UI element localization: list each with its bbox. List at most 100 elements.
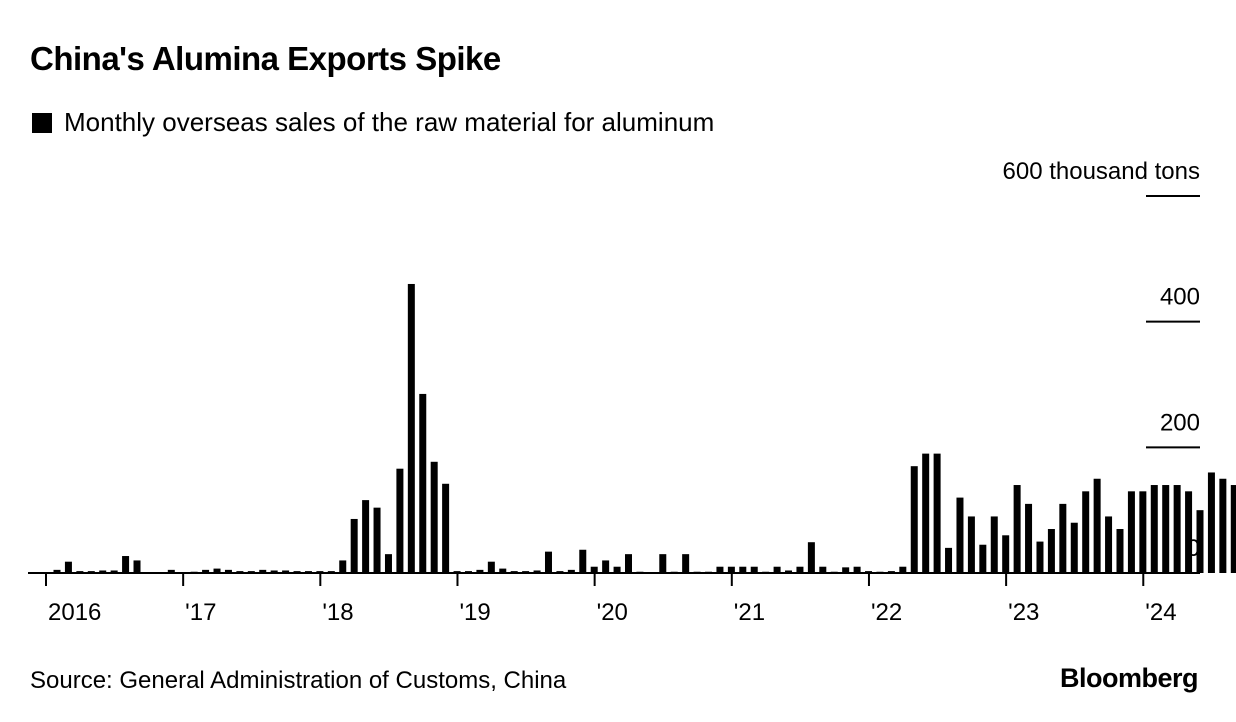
bar-2023-10 (1116, 529, 1124, 573)
legend: Monthly overseas sales of the raw materi… (32, 107, 714, 138)
bar-2017-03 (213, 568, 221, 573)
bar-2016-01 (53, 569, 61, 573)
bar-2020-02 (613, 566, 621, 573)
bar-2022-08 (956, 497, 964, 573)
bar-2022-10 (979, 544, 987, 573)
bar-2023-04 (1047, 529, 1055, 573)
bar-2019-03 (487, 561, 495, 573)
bar-2019-08 (544, 551, 552, 573)
bar-2024-08 (1230, 485, 1236, 573)
bar-2016-05 (99, 570, 107, 573)
bar-2023-01 (1013, 485, 1021, 573)
bar-2024-05 (1196, 510, 1204, 573)
y-gridlines (1146, 195, 1200, 449)
bar-2016-07 (122, 556, 130, 573)
bars (53, 283, 1236, 573)
x-tick-label-2021: '21 (734, 599, 765, 626)
bar-2022-05 (922, 453, 930, 573)
bar-2018-04 (362, 500, 370, 573)
bar-2023-09 (1105, 516, 1113, 573)
bar-2023-06 (1070, 522, 1078, 573)
bar-2018-02 (339, 560, 347, 573)
y-tick-label-400: 400 (1160, 284, 1200, 311)
bar-2023-03 (1036, 541, 1044, 573)
bar-2020-12 (727, 566, 735, 573)
bar-2022-12 (1002, 535, 1010, 573)
bar-2016-06 (110, 570, 118, 573)
x-ticks: 2016'17'18'19'20'21'22'23'242025 (45, 573, 1177, 626)
bar-2021-05 (785, 570, 793, 573)
bar-2017-07 (259, 569, 267, 573)
bar-2022-07 (945, 547, 953, 573)
bar-2021-08 (819, 566, 827, 573)
bar-2021-04 (773, 566, 781, 573)
bar-2018-09 (419, 393, 427, 573)
bar-2020-11 (716, 566, 724, 573)
bar-2020-06 (659, 554, 667, 573)
source-note: Source: General Administration of Custom… (30, 667, 567, 694)
bar-2016-02 (64, 561, 72, 573)
bar-2018-10 (430, 461, 438, 573)
bar-2016-08 (133, 560, 141, 573)
bar-2019-02 (476, 569, 484, 573)
x-tick-label-2016: 2016 (48, 599, 101, 626)
bar-2020-01 (602, 560, 610, 573)
bar-2019-12 (590, 566, 598, 573)
bar-2023-02 (1025, 503, 1033, 573)
bar-2023-05 (1059, 503, 1067, 573)
bar-2018-08 (407, 283, 415, 573)
x-tick-label-2017: '17 (185, 599, 216, 626)
x-tick-label-2019: '19 (459, 599, 490, 626)
bar-2021-01 (739, 566, 747, 573)
bar-2024-06 (1207, 472, 1215, 573)
bar-2018-03 (350, 518, 358, 573)
y-tick-label-200: 200 (1160, 409, 1200, 436)
bar-2017-02 (202, 569, 210, 573)
bar-2021-07 (807, 542, 815, 573)
bloomberg-logo: Bloomberg (1059, 663, 1199, 693)
bar-2020-03 (625, 554, 632, 573)
x-tick-label-2018: '18 (322, 599, 353, 626)
bar-2019-07 (533, 570, 541, 573)
bar-2018-06 (384, 554, 392, 573)
bar-2021-06 (796, 566, 804, 573)
chart-title: China's Alumina Exports Spike (30, 40, 501, 77)
bar-2022-04 (910, 466, 918, 573)
legend-swatch (32, 112, 52, 133)
bar-2018-07 (396, 468, 404, 573)
bar-2021-11 (853, 566, 861, 573)
x-tick-label-2022: '22 (871, 599, 902, 626)
bar-2018-11 (442, 483, 450, 573)
bar-2024-07 (1219, 478, 1227, 573)
legend-label: Monthly overseas sales of the raw materi… (64, 107, 715, 137)
x-tick-label-2023: '23 (1008, 599, 1039, 626)
bar-2022-03 (899, 566, 907, 573)
bar-2024-02 (1162, 485, 1170, 573)
bar-2022-06 (933, 453, 941, 573)
bar-2017-09 (282, 570, 290, 573)
bar-2023-12 (1139, 491, 1147, 573)
x-tick-label-2020: '20 (597, 599, 628, 626)
y-tick-label-600: 600 thousand tons (1003, 158, 1201, 185)
bar-2019-11 (579, 549, 587, 573)
bar-2023-07 (1082, 491, 1090, 573)
bar-2022-11 (990, 516, 998, 573)
bar-2023-11 (1127, 491, 1135, 573)
bar-2023-08 (1093, 478, 1101, 573)
bar-2021-10 (842, 567, 850, 573)
bar-2024-01 (1150, 485, 1158, 573)
bar-2019-04 (499, 568, 507, 573)
bar-2022-09 (967, 516, 975, 573)
bar-2021-02 (750, 566, 758, 573)
bar-2018-05 (373, 507, 381, 573)
bar-2019-10 (567, 569, 575, 573)
bar-2017-04 (224, 569, 232, 573)
bar-2024-03 (1173, 485, 1181, 573)
bar-2017-08 (270, 570, 278, 573)
bar-2016-11 (167, 569, 175, 573)
bar-2020-08 (682, 554, 690, 573)
x-tick-label-2024: '24 (1145, 599, 1176, 626)
bar-2024-04 (1185, 491, 1193, 573)
